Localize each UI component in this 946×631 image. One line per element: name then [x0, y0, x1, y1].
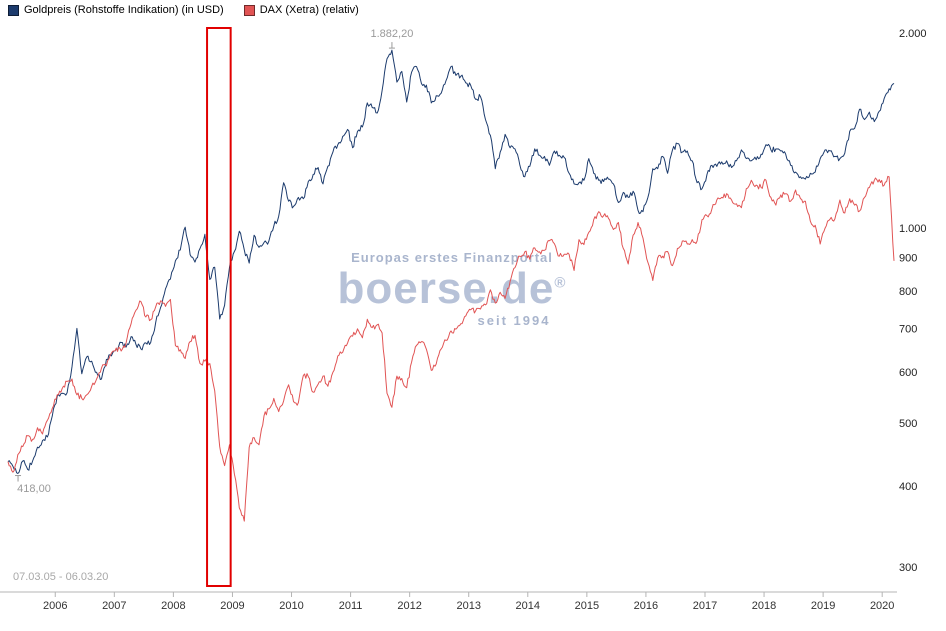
annotation-low-value: 418,00	[17, 482, 51, 495]
x-axis-year-label: 2016	[634, 600, 658, 612]
x-axis-year-label: 2014	[516, 600, 540, 612]
y-axis-price-label: 700	[899, 323, 917, 335]
registered-trademark-icon: ®	[554, 274, 567, 292]
y-axis-price-label: 600	[899, 367, 917, 379]
legend-item-dax: DAX (Xetra) (relativ)	[243, 4, 359, 16]
y-axis-price-label: 2.000	[899, 28, 927, 40]
y-axis-price-label: 800	[899, 286, 917, 298]
dax-series-line	[7, 175, 895, 522]
watermark-tagline: Europas erstes Finanzportal	[351, 250, 553, 265]
gold-series-line	[7, 49, 895, 474]
y-axis-price-label: 300	[899, 562, 917, 574]
x-axis-year-label: 2018	[752, 600, 776, 612]
y-axis-price-label: 500	[899, 418, 917, 430]
watermark-brand-text: boerse.de	[337, 264, 555, 313]
x-axis-year-label: 2012	[397, 600, 421, 612]
x-axis-year-label: 2020	[870, 600, 894, 612]
x-axis-year-label: 2019	[811, 600, 835, 612]
crisis-highlight-box	[206, 27, 232, 587]
y-axis-price-label: 900	[899, 253, 917, 265]
x-axis-year-label: 2015	[575, 600, 599, 612]
watermark-since: seit 1994	[477, 313, 551, 329]
y-axis-price-label: 400	[899, 481, 917, 493]
x-axis-year-label: 2008	[161, 600, 185, 612]
annotation-high-value: 1.882,20	[370, 28, 414, 41]
y-axis-price-label: 1.000	[899, 223, 927, 235]
watermark: Europas erstes Finanzportal boerse.de® s…	[252, 250, 652, 328]
x-axis-year-label: 2011	[339, 600, 363, 612]
legend-label-dax: DAX (Xetra) (relativ)	[259, 4, 359, 16]
date-range-label: 07.03.05 - 06.03.20	[13, 571, 109, 583]
x-axis-year-label: 2010	[279, 600, 303, 612]
x-axis-year-label: 2009	[220, 600, 244, 612]
legend-label-gold: Goldpreis (Rohstoffe Indikation) (in USD…	[24, 4, 224, 16]
x-axis-year-label: 2007	[102, 600, 126, 612]
chart-legend: Goldpreis (Rohstoffe Indikation) (in USD…	[8, 4, 379, 16]
gold-series-swatch-icon	[8, 4, 19, 16]
x-axis-year-label: 2013	[456, 600, 480, 612]
legend-item-gold: Goldpreis (Rohstoffe Indikation) (in USD…	[8, 4, 224, 16]
watermark-brand: boerse.de®	[252, 264, 652, 313]
dax-series-swatch-icon	[243, 4, 255, 16]
x-axis-year-label: 2006	[43, 600, 67, 612]
x-axis-year-label: 2017	[693, 600, 717, 612]
